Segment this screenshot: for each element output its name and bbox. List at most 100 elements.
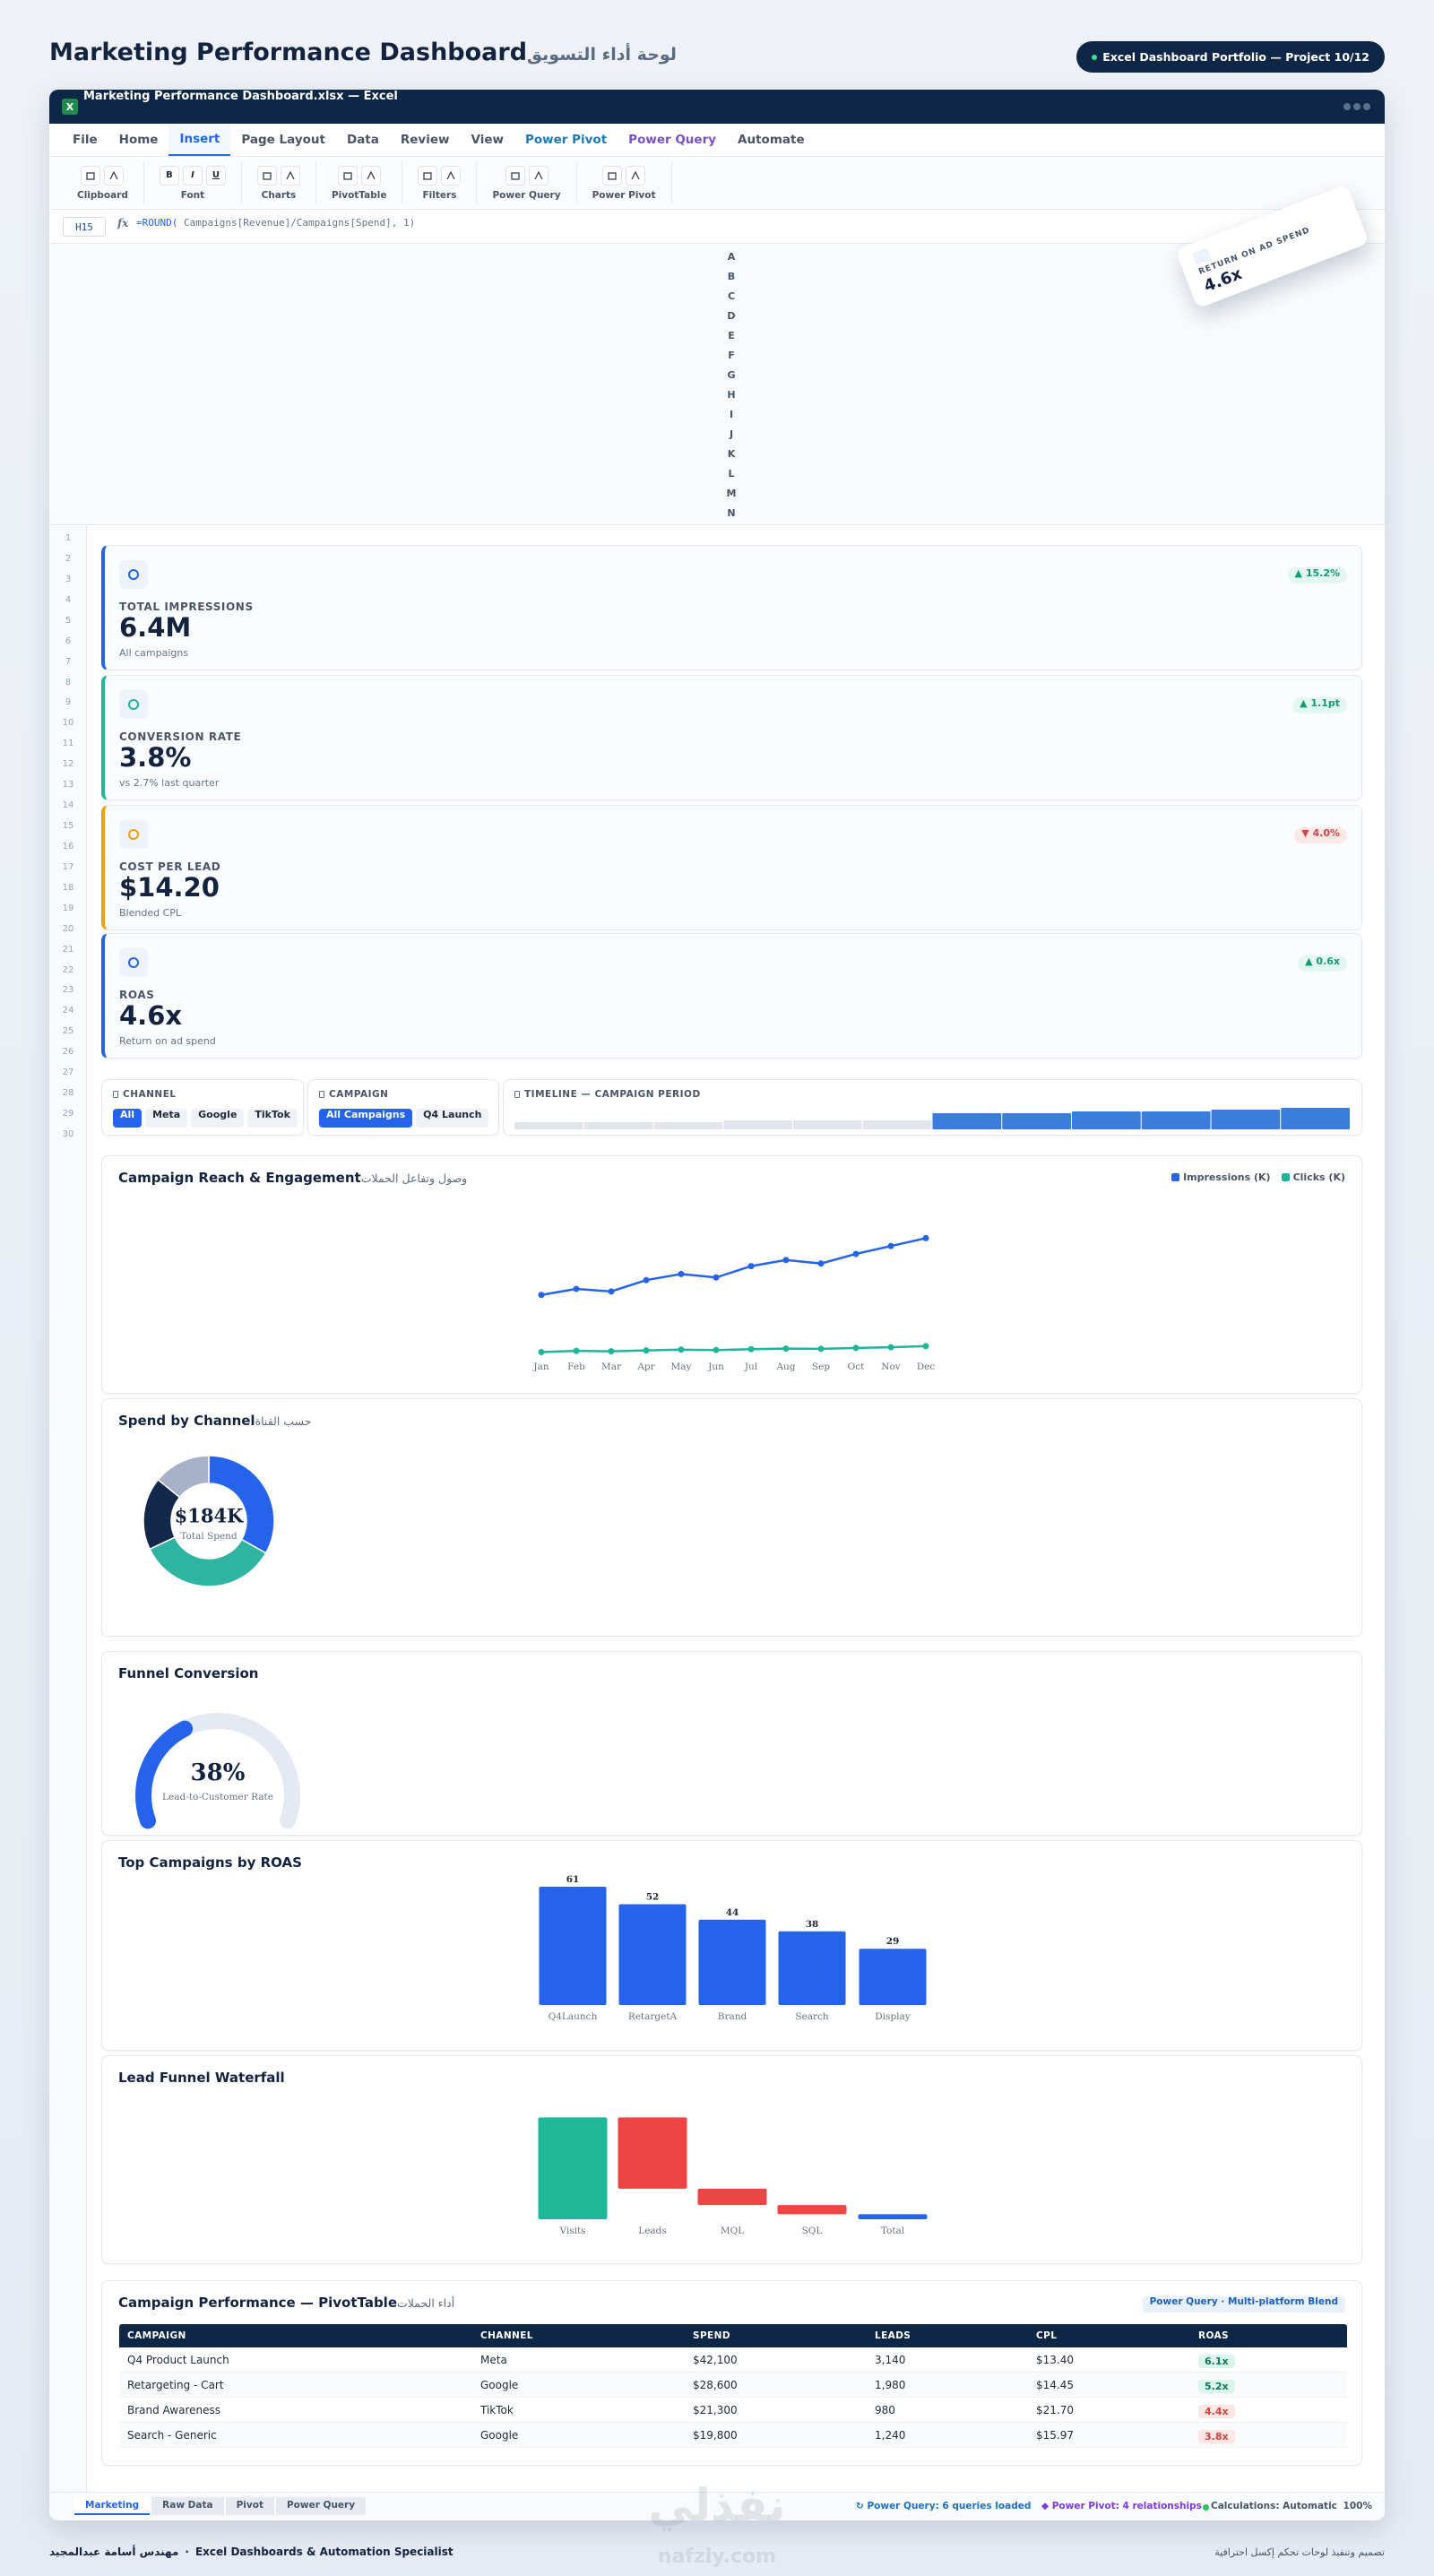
column-header: L [728,468,735,480]
formula[interactable]: =ROUND( Campaigns[Revenue]/Campaigns[Spe… [136,217,415,237]
footer-separator: · [185,2546,189,2558]
x-tick-label: Feb [567,1361,585,1372]
card-title-row: Spend by Channel حسب القناة [118,1413,311,1429]
ribbon-button[interactable] [602,165,623,186]
row-header: 27 [62,1068,74,1078]
slicer-button[interactable]: All Campaigns [319,1109,413,1128]
line-point [747,1263,755,1270]
menu-tab[interactable]: File [73,133,98,147]
ribbon-button[interactable] [256,165,277,186]
ribbon-icon [510,171,520,180]
line-point [538,1292,545,1299]
table-cell: $42,100 [693,2353,738,2366]
kpi-note: vs 2.7% last quarter [119,777,220,789]
slicer-button[interactable]: TikTok [247,1109,298,1128]
waterfall-bar [777,2205,847,2215]
menu-tab[interactable]: Home [118,133,159,147]
name-box[interactable]: H15 [63,217,106,237]
watermark-site: nafzly.com [657,2546,777,2568]
ribbon-button[interactable] [528,165,549,186]
menu-tab[interactable]: Page Layout [241,133,325,147]
waterfall-bar [538,2117,608,2219]
roas-badge: 5.2x [1198,2380,1235,2393]
ribbon-icon [631,170,640,179]
x-tick-label: Brand [718,2011,747,2022]
formula-arguments: Campaigns[Revenue]/Campaigns[Spend], 1) [177,217,416,229]
donut-center-label: Total Spend [180,1531,238,1542]
sheet-tab[interactable]: Power Query [275,2497,367,2515]
window-control[interactable] [1343,103,1351,110]
ribbon-button[interactable] [418,165,438,186]
ribbon-button[interactable] [81,165,101,186]
slicer-button[interactable]: Google [191,1109,245,1128]
kpi-note: Blended CPL [119,907,182,919]
formula-function: =ROUND( [136,217,178,229]
ribbon-button[interactable] [360,165,381,186]
ribbon-buttons [256,165,300,186]
line-point [747,1345,755,1353]
slicer-options: All Meta Google TikTok [113,1109,298,1128]
legend: Impressions (K) Clicks (K) [1171,1171,1345,1183]
fx-label: fx [117,217,129,229]
menu-tab[interactable]: Power Pivot [524,133,608,147]
card-title: Campaign Performance — PivotTable [118,2295,397,2311]
slicer-button[interactable]: Q4 Launch [416,1109,489,1128]
badge-text: Excel Dashboard Portfolio — Project 10/1… [1102,50,1369,64]
menu-tab[interactable]: Insert [168,124,231,156]
x-tick-label: MQL [721,2226,744,2236]
column-header: N [727,507,736,519]
portfolio-badge: Excel Dashboard Portfolio — Project 10/1… [1076,41,1385,73]
table-cell: Google [480,2428,519,2442]
filter-icon [113,1091,118,1098]
menu-tab[interactable]: Power Query [628,133,717,147]
pivot-table-card: Campaign Performance — PivotTable أداء ال… [101,2280,1362,2466]
chart-canvas: 61 Q4Launch 52 RetargetA 44 Brand 38 Search 29 Di… [539,1874,927,2022]
sheet-tab[interactable]: Marketing [74,2497,151,2515]
menu-tab[interactable]: Data [346,133,379,147]
column-heading: CPL [1036,2330,1058,2341]
timeline-bar [1002,1113,1071,1129]
menu-bar: File Home Insert Page Layout Data Review View P… [49,124,1385,157]
sheet-tab[interactable]: Raw Data [151,2497,224,2515]
ribbon-button[interactable] [337,165,358,186]
card-title-row: Lead Funnel Waterfall [118,2070,285,2086]
roas-badge: 4.4x [1198,2405,1235,2418]
line-point [713,1274,720,1281]
ribbon-button[interactable] [505,165,525,186]
icon-shape [286,170,295,179]
column-heading: CHANNEL [480,2330,533,2341]
ribbon-button[interactable]: I [182,165,203,186]
icon-shape [343,171,352,180]
ribbon-button[interactable]: U [205,165,226,186]
window-control[interactable] [1353,103,1361,110]
column-heading: ROAS [1198,2330,1230,2341]
table-cell: TikTok [480,2403,514,2416]
ribbon-group-label: PivotTable [331,189,387,201]
sheet-tab[interactable]: Pivot [225,2497,274,2515]
kpi-card: CONVERSION RATE 3.8% vs 2.7% last quarter ▲… [101,675,1362,800]
filter-label-row: CAMPAIGN [319,1089,388,1100]
ribbon-button[interactable]: B [159,165,179,186]
row-header: 11 [62,739,74,749]
ribbon-button[interactable] [441,165,462,186]
x-tick-label: May [671,1361,692,1372]
line-point [852,1344,860,1352]
ribbon-button[interactable] [626,165,646,186]
slicer-button[interactable]: Meta [145,1109,188,1128]
kpi-value: 3.8% [119,742,192,773]
kpi-icon [119,948,148,977]
ribbon-button[interactable] [280,165,300,186]
menu-tab[interactable]: Review [400,133,450,147]
window-control[interactable] [1363,103,1370,110]
ribbon-button[interactable] [104,165,125,186]
row-header: 2 [65,553,72,564]
menu-tab[interactable]: View [471,133,504,147]
line-point [713,1346,720,1353]
filter-label-row: TIMELINE — CAMPAIGN PERIOD [514,1089,701,1100]
chart-canvas: Visits Leads MQL SQL Total [538,2117,928,2236]
slicer-button[interactable]: All [113,1109,143,1128]
menu-tab[interactable]: Automate [738,133,805,147]
icon-shape [109,170,119,179]
row-header: 16 [62,841,74,851]
